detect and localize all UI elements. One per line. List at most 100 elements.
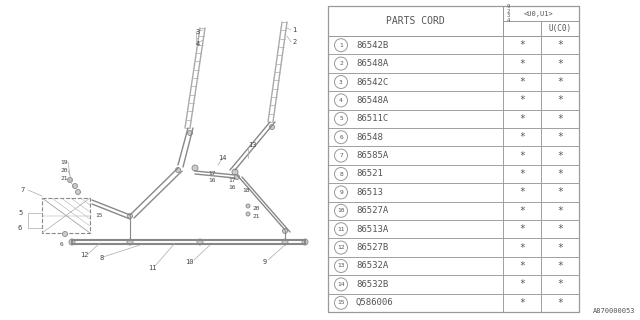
Bar	[328, 6, 503, 36]
Circle shape	[63, 231, 67, 236]
Text: *: *	[519, 279, 525, 289]
Circle shape	[282, 228, 287, 234]
Bar	[328, 147, 503, 165]
Text: *: *	[519, 114, 525, 124]
Text: *: *	[557, 169, 563, 179]
Text: *: *	[557, 59, 563, 68]
Text: 15: 15	[95, 212, 102, 218]
Text: 21: 21	[60, 175, 67, 180]
Bar	[328, 91, 503, 110]
Text: 14: 14	[218, 155, 227, 161]
Text: 86513A: 86513A	[356, 225, 388, 234]
Text: 86548A: 86548A	[356, 96, 388, 105]
Text: <U0,U1>: <U0,U1>	[524, 11, 554, 17]
Bar	[328, 54, 503, 73]
Text: *: *	[519, 59, 525, 68]
Text: 15: 15	[337, 300, 345, 305]
Text: 5: 5	[339, 116, 343, 121]
Text: 3: 3	[339, 79, 343, 84]
Circle shape	[234, 174, 239, 180]
Bar	[541, 202, 579, 220]
Text: 86527A: 86527A	[356, 206, 388, 215]
Text: 16: 16	[228, 185, 236, 189]
Text: 8: 8	[100, 255, 104, 261]
Bar	[541, 220, 579, 238]
Text: 20: 20	[252, 205, 259, 211]
Bar	[503, 183, 541, 202]
Text: 86513: 86513	[356, 188, 383, 197]
Text: 10: 10	[185, 259, 193, 265]
Text: *: *	[557, 132, 563, 142]
Bar	[541, 275, 579, 293]
Text: *: *	[519, 151, 525, 161]
Text: Q586006: Q586006	[356, 298, 394, 307]
Text: 2: 2	[292, 39, 296, 45]
Text: 86542C: 86542C	[356, 77, 388, 86]
Text: 19: 19	[60, 159, 67, 164]
Text: 12: 12	[80, 252, 88, 258]
Bar	[328, 6, 579, 312]
Circle shape	[67, 178, 72, 182]
Circle shape	[282, 239, 288, 245]
Bar	[42, 198, 90, 233]
Bar	[328, 257, 503, 275]
Bar	[503, 293, 541, 312]
Circle shape	[127, 239, 133, 245]
Text: 20: 20	[60, 167, 67, 172]
Bar	[503, 257, 541, 275]
Text: 6: 6	[60, 242, 64, 246]
Text: 86532A: 86532A	[356, 261, 388, 270]
Circle shape	[246, 212, 250, 216]
Text: 17: 17	[228, 178, 236, 182]
Text: *: *	[557, 279, 563, 289]
Bar	[328, 275, 503, 293]
Bar	[503, 54, 541, 73]
Circle shape	[302, 239, 308, 245]
Text: *: *	[557, 77, 563, 87]
Bar	[328, 238, 503, 257]
Text: 9: 9	[263, 259, 268, 265]
Text: 8: 8	[339, 172, 343, 177]
Text: *: *	[557, 188, 563, 197]
Text: *: *	[519, 243, 525, 252]
Text: 86527B: 86527B	[356, 243, 388, 252]
Text: *: *	[519, 224, 525, 234]
Circle shape	[246, 204, 250, 208]
Text: 86521: 86521	[356, 170, 383, 179]
Bar	[503, 36, 541, 54]
Text: 6: 6	[18, 225, 22, 231]
Bar	[503, 73, 541, 91]
Bar	[328, 293, 503, 312]
Text: 4: 4	[196, 41, 200, 47]
Text: 86585A: 86585A	[356, 151, 388, 160]
Circle shape	[197, 239, 203, 245]
Text: A870000053: A870000053	[593, 308, 635, 314]
Text: *: *	[557, 206, 563, 216]
Text: 86532B: 86532B	[356, 280, 388, 289]
Bar	[541, 147, 579, 165]
Bar	[328, 220, 503, 238]
Text: *: *	[519, 95, 525, 105]
Text: *: *	[557, 114, 563, 124]
Text: PARTS CORD: PARTS CORD	[386, 16, 445, 26]
Bar	[541, 91, 579, 110]
Bar	[328, 109, 503, 128]
Text: 12: 12	[337, 245, 345, 250]
Circle shape	[69, 239, 75, 245]
Text: *: *	[519, 40, 525, 50]
Bar	[328, 165, 503, 183]
Text: 86548A: 86548A	[356, 59, 388, 68]
Bar	[541, 257, 579, 275]
Text: *: *	[519, 206, 525, 216]
Bar	[503, 109, 541, 128]
Text: 13: 13	[337, 263, 345, 268]
Text: 11: 11	[337, 227, 345, 232]
Text: 16: 16	[208, 178, 216, 182]
Text: 17: 17	[208, 171, 216, 175]
Text: 86511C: 86511C	[356, 114, 388, 123]
Circle shape	[175, 167, 180, 172]
Text: 10: 10	[337, 208, 345, 213]
Bar	[503, 202, 541, 220]
Text: 2: 2	[339, 61, 343, 66]
Text: 9: 9	[339, 190, 343, 195]
